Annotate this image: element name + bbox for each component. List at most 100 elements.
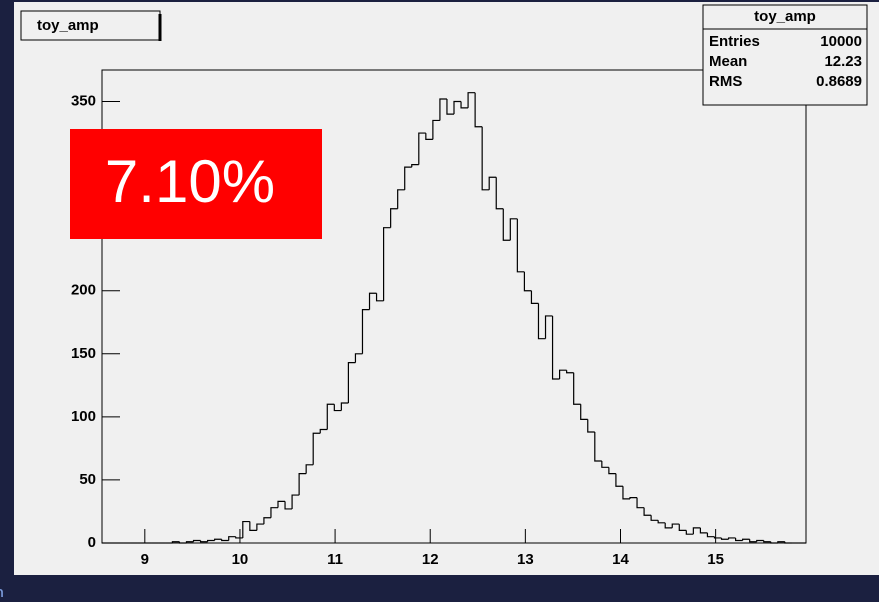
x-tick-label: 9 bbox=[141, 551, 149, 568]
y-tick-label: 350 bbox=[71, 93, 96, 110]
histogram-step bbox=[256, 523, 264, 531]
histogram-step bbox=[685, 530, 694, 535]
slide-text: n bbox=[0, 583, 4, 597]
histogram-step bbox=[453, 100, 462, 115]
histogram-step bbox=[228, 536, 236, 541]
stats-label: Entries bbox=[709, 33, 760, 50]
histogram-step bbox=[502, 208, 511, 241]
histogram-step bbox=[178, 541, 187, 544]
histogram-step bbox=[749, 539, 757, 543]
histogram-step bbox=[706, 532, 715, 538]
histogram-step bbox=[777, 541, 785, 543]
histogram-step bbox=[390, 208, 398, 228]
histogram-step bbox=[671, 523, 680, 528]
histogram-step bbox=[544, 315, 553, 339]
histogram-step bbox=[383, 227, 391, 301]
histogram-step bbox=[664, 522, 673, 529]
histogram-step bbox=[347, 362, 356, 403]
histogram-step bbox=[185, 541, 194, 543]
histogram-step bbox=[608, 467, 616, 475]
histogram-step bbox=[530, 290, 539, 304]
histogram-step bbox=[263, 517, 271, 525]
histogram-step bbox=[418, 132, 426, 165]
histogram-step bbox=[397, 189, 405, 209]
histogram-step bbox=[207, 539, 215, 542]
stats-value: 0.8689 bbox=[816, 73, 862, 90]
histogram-step bbox=[192, 539, 201, 542]
stats-label: RMS bbox=[709, 73, 742, 90]
histogram-step bbox=[573, 372, 581, 405]
histogram-step bbox=[678, 524, 687, 531]
histogram-step bbox=[242, 520, 250, 538]
histogram-step bbox=[411, 164, 419, 168]
annotation-box bbox=[70, 129, 322, 239]
stats-box: toy_amp Entries 10000 Mean 12.23 RMS 0.8689 bbox=[702, 4, 868, 106]
histogram-step bbox=[404, 166, 412, 190]
histogram-step bbox=[284, 501, 293, 510]
histogram-step bbox=[784, 541, 792, 544]
y-tick-label: 200 bbox=[71, 282, 96, 299]
histogram-step bbox=[629, 496, 638, 499]
histogram-step bbox=[214, 538, 222, 541]
annotation: 7.10% bbox=[105, 148, 275, 215]
histogram-step bbox=[523, 271, 532, 292]
histogram-step bbox=[425, 133, 433, 140]
histogram-step bbox=[460, 101, 469, 109]
histogram-step bbox=[340, 402, 349, 411]
histogram-step bbox=[516, 218, 525, 273]
stats-value: 12.23 bbox=[824, 53, 862, 70]
histogram-step bbox=[587, 419, 595, 433]
y-tick-label: 0 bbox=[88, 534, 96, 551]
histogram-step bbox=[319, 428, 328, 434]
histogram-step bbox=[312, 432, 321, 465]
histogram-step bbox=[713, 536, 722, 539]
histogram-step bbox=[509, 218, 518, 241]
histogram-step bbox=[333, 404, 342, 412]
histogram-step bbox=[601, 461, 609, 468]
histogram-step bbox=[481, 126, 490, 191]
histogram-step bbox=[699, 527, 708, 534]
histogram-step bbox=[221, 539, 229, 542]
histogram-step bbox=[727, 537, 736, 540]
histogram-step bbox=[756, 539, 764, 542]
x-tick-label: 15 bbox=[707, 551, 724, 568]
x-tick-label: 14 bbox=[612, 551, 629, 568]
histogram-step bbox=[770, 541, 778, 544]
histogram-step bbox=[354, 353, 363, 363]
y-tick-label: 100 bbox=[71, 408, 96, 425]
histogram-step bbox=[622, 486, 630, 500]
stats-frame bbox=[702, 4, 868, 106]
histogram-step bbox=[368, 292, 377, 310]
histogram-step bbox=[361, 309, 370, 354]
histogram-step bbox=[199, 540, 208, 543]
histogram-step bbox=[594, 432, 602, 462]
stats-label: Mean bbox=[709, 53, 747, 70]
x-tick-label: 11 bbox=[327, 551, 343, 568]
histogram-step bbox=[650, 515, 659, 521]
x-tick-label: 12 bbox=[422, 551, 439, 568]
histogram-step bbox=[488, 176, 497, 190]
histogram-step bbox=[171, 541, 180, 543]
histogram-step bbox=[559, 369, 567, 380]
histogram-step bbox=[270, 507, 278, 518]
histogram-step bbox=[551, 315, 560, 380]
histogram-step bbox=[446, 99, 454, 115]
histogram-step bbox=[580, 404, 588, 420]
histogram-step bbox=[235, 536, 243, 539]
histogram-step bbox=[615, 473, 623, 487]
stats-value: 10000 bbox=[820, 33, 862, 50]
histogram-step bbox=[720, 537, 729, 540]
histogram-step bbox=[742, 538, 750, 541]
x-tick-label: 10 bbox=[232, 551, 249, 568]
histogram-step bbox=[439, 98, 447, 121]
stats-title: toy_amp bbox=[754, 8, 816, 25]
histogram-step bbox=[277, 500, 286, 508]
histogram-step bbox=[249, 521, 257, 531]
histogram-step bbox=[537, 303, 546, 340]
histogram-step bbox=[735, 537, 743, 542]
histogram-step bbox=[643, 507, 652, 516]
histogram-step bbox=[291, 494, 300, 509]
histogram-step bbox=[495, 177, 504, 210]
